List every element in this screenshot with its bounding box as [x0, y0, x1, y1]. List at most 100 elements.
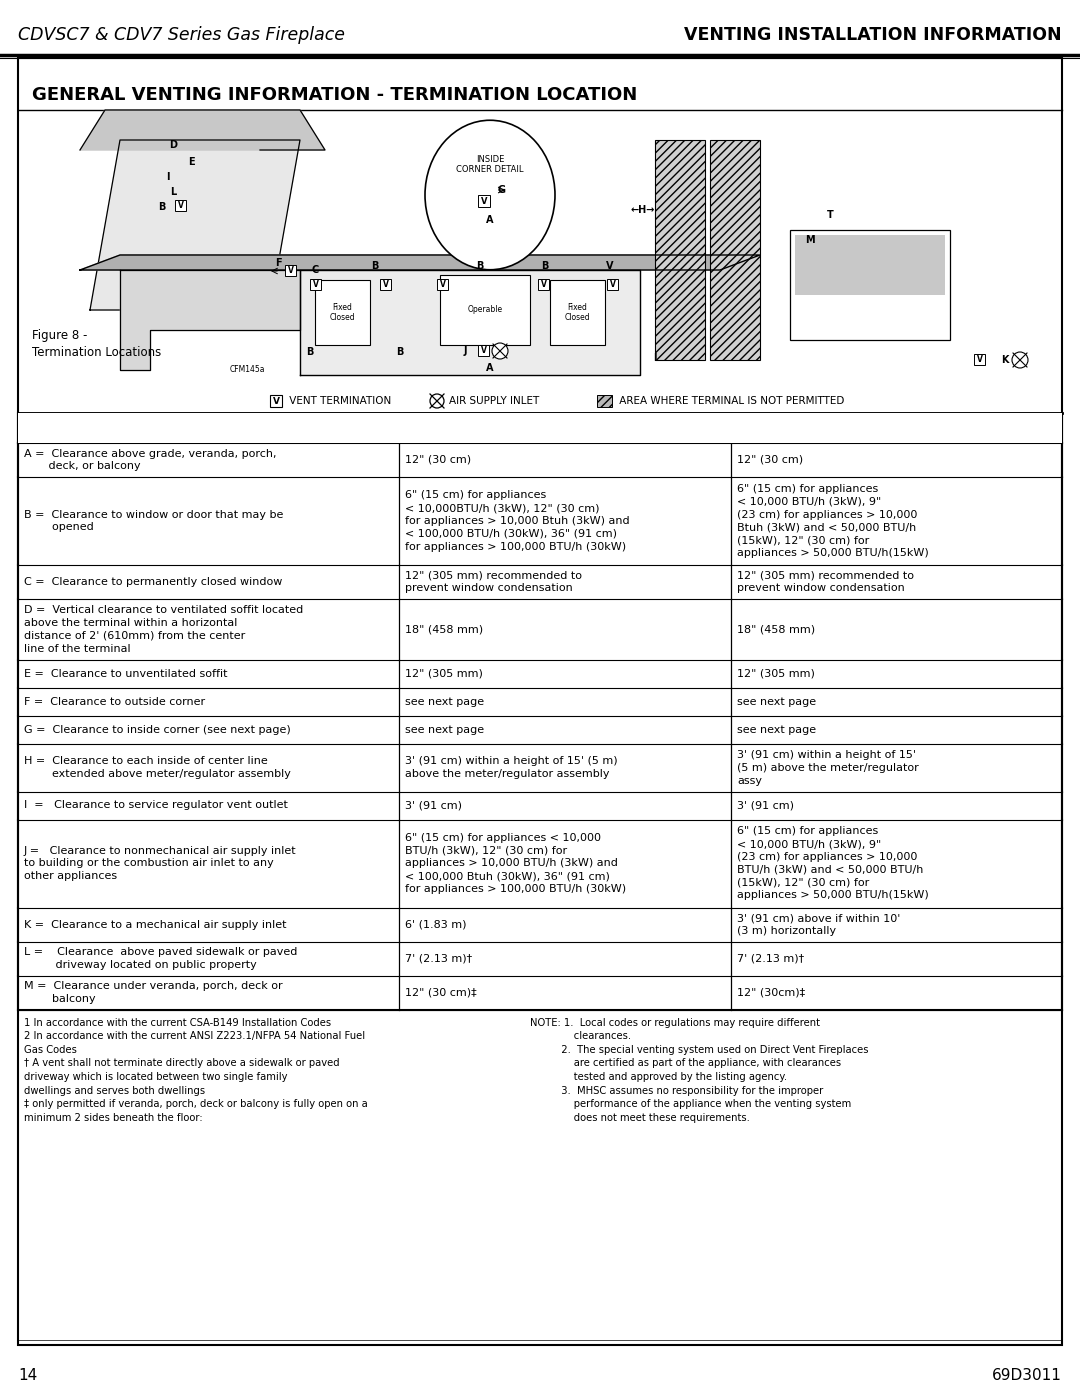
Text: 12" (305 mm) recommended to
prevent window condensation: 12" (305 mm) recommended to prevent wind… — [737, 570, 914, 594]
Text: V: V — [481, 346, 486, 355]
Text: 3' (91 cm): 3' (91 cm) — [737, 800, 794, 810]
Text: V: V — [272, 397, 280, 405]
Bar — [789, 231, 950, 339]
Text: 12" (305 mm): 12" (305 mm) — [737, 669, 815, 679]
Polygon shape — [120, 270, 300, 370]
Text: M =  Clearance under veranda, porch, deck or
        balcony: M = Clearance under veranda, porch, deck… — [24, 981, 283, 1004]
Bar — [437, 279, 448, 291]
Text: 12" (305 mm): 12" (305 mm) — [405, 669, 483, 679]
Text: Canadian Installations¹: Canadian Installations¹ — [470, 420, 661, 436]
Text: C =  Clearance to permanently closed window: C = Clearance to permanently closed wind… — [24, 577, 282, 587]
Bar — [550, 279, 605, 345]
Polygon shape — [80, 256, 760, 270]
Text: 18" (458 mm): 18" (458 mm) — [405, 624, 483, 634]
Text: B: B — [159, 203, 165, 212]
Text: Figure 8 -: Figure 8 - — [32, 328, 87, 341]
Text: VENT TERMINATION: VENT TERMINATION — [286, 395, 391, 407]
Text: Fixed
Closed: Fixed Closed — [565, 303, 591, 323]
Text: V: V — [541, 279, 546, 289]
Text: F: F — [274, 258, 281, 268]
Text: V: V — [481, 197, 487, 205]
Bar — [974, 353, 985, 365]
Text: V: V — [976, 355, 984, 365]
Bar — [654, 140, 705, 360]
Text: A: A — [486, 215, 494, 225]
Text: V: V — [440, 279, 445, 289]
Bar — [538, 279, 549, 291]
Text: L: L — [170, 187, 176, 197]
Text: 6" (15 cm) for appliances
< 10,000 BTU/h (3kW), 9"
(23 cm) for appliances > 10,0: 6" (15 cm) for appliances < 10,000 BTU/h… — [737, 827, 929, 901]
Text: see next page: see next page — [405, 697, 484, 707]
Text: VENTING INSTALLATION INFORMATION: VENTING INSTALLATION INFORMATION — [685, 27, 1062, 43]
Text: see next page: see next page — [405, 725, 484, 735]
Text: 6" (15 cm) for appliances < 10,000
BTU/h (3kW), 12" (30 cm) for
appliances > 10,: 6" (15 cm) for appliances < 10,000 BTU/h… — [405, 833, 626, 894]
Text: J: J — [463, 346, 467, 356]
Text: V: V — [312, 279, 319, 289]
Text: 3' (91 cm) within a height of 15' (5 m)
above the meter/regulator assembly: 3' (91 cm) within a height of 15' (5 m) … — [405, 756, 618, 780]
Bar — [285, 265, 296, 277]
Text: 1 In accordance with the current CSA-B149 Installation Codes
2 In accordance wit: 1 In accordance with the current CSA-B14… — [24, 1017, 368, 1123]
Text: 12" (30 cm): 12" (30 cm) — [405, 455, 471, 465]
Text: AIR SUPPLY INLET: AIR SUPPLY INLET — [449, 395, 539, 407]
Text: 3' (91 cm): 3' (91 cm) — [405, 800, 462, 810]
Text: I: I — [653, 353, 657, 363]
Text: H =  Clearance to each inside of center line
        extended above meter/regula: H = Clearance to each inside of center l… — [24, 756, 291, 780]
Text: 6' (1.83 m): 6' (1.83 m) — [405, 919, 467, 929]
Text: V: V — [287, 265, 294, 275]
Text: Fixed
Closed: Fixed Closed — [329, 303, 355, 323]
Bar — [440, 275, 530, 345]
Text: D =  Vertical clearance to ventilated soffit located
above the terminal within a: D = Vertical clearance to ventilated sof… — [24, 605, 303, 654]
Text: M: M — [806, 235, 814, 244]
Text: 12" (30 cm): 12" (30 cm) — [737, 455, 804, 465]
Text: V: V — [976, 355, 983, 365]
Text: B =  Clearance to window or door that may be
        opened: B = Clearance to window or door that may… — [24, 510, 283, 532]
Text: B: B — [307, 346, 313, 358]
Text: I: I — [166, 172, 170, 182]
Bar — [478, 196, 490, 207]
Text: 18" (458 mm): 18" (458 mm) — [737, 624, 815, 634]
Bar — [380, 279, 391, 291]
Text: CFM145a: CFM145a — [230, 366, 266, 374]
Text: K =  Clearance to a mechanical air supply inlet: K = Clearance to a mechanical air supply… — [24, 919, 286, 929]
Text: ←H→: ←H→ — [631, 205, 656, 215]
Text: T: T — [826, 210, 834, 219]
Bar — [710, 140, 760, 360]
Text: I  =   Clearance to service regulator vent outlet: I = Clearance to service regulator vent … — [24, 800, 288, 810]
Text: Termination Locations: Termination Locations — [32, 345, 161, 359]
Text: G: G — [498, 184, 507, 196]
Bar — [175, 200, 186, 211]
Polygon shape — [90, 140, 300, 310]
Text: INSIDE: INSIDE — [476, 155, 504, 165]
Text: 69D3011: 69D3011 — [993, 1368, 1062, 1383]
Text: 3' (91 cm) within a height of 15'
(5 m) above the meter/regulator
assy: 3' (91 cm) within a height of 15' (5 m) … — [737, 750, 919, 785]
Text: A: A — [486, 363, 494, 373]
Polygon shape — [80, 110, 325, 149]
Text: V: V — [177, 201, 184, 210]
Text: 12" (30cm)‡: 12" (30cm)‡ — [737, 988, 806, 997]
Bar — [795, 235, 945, 295]
Text: Operable: Operable — [468, 306, 502, 314]
Text: NOTE: 1.  Local codes or regulations may require different
              clearan: NOTE: 1. Local codes or regulations may … — [530, 1017, 868, 1123]
Text: 3' (91 cm) above if within 10'
(3 m) horizontally: 3' (91 cm) above if within 10' (3 m) hor… — [737, 914, 901, 936]
Text: B: B — [541, 261, 549, 271]
Bar — [478, 345, 489, 356]
Text: B: B — [396, 346, 404, 358]
Bar — [597, 395, 612, 407]
Text: V: V — [606, 261, 613, 271]
Polygon shape — [300, 270, 640, 374]
Text: 12" (305 mm) recommended to
prevent window condensation: 12" (305 mm) recommended to prevent wind… — [405, 570, 582, 594]
Text: 12" (30 cm)‡: 12" (30 cm)‡ — [405, 988, 476, 997]
Bar — [310, 279, 321, 291]
Bar — [607, 279, 618, 291]
Bar — [270, 395, 282, 407]
Text: D: D — [168, 140, 177, 149]
Circle shape — [492, 344, 508, 359]
Text: see next page: see next page — [737, 725, 816, 735]
Text: B: B — [476, 261, 484, 271]
Text: CORNER DETAIL: CORNER DETAIL — [456, 165, 524, 175]
Ellipse shape — [426, 120, 555, 270]
Text: see next page: see next page — [737, 697, 816, 707]
Text: 7' (2.13 m)†: 7' (2.13 m)† — [737, 954, 805, 964]
Text: K: K — [1001, 355, 1009, 365]
Text: E =  Clearance to unventilated soffit: E = Clearance to unventilated soffit — [24, 669, 228, 679]
